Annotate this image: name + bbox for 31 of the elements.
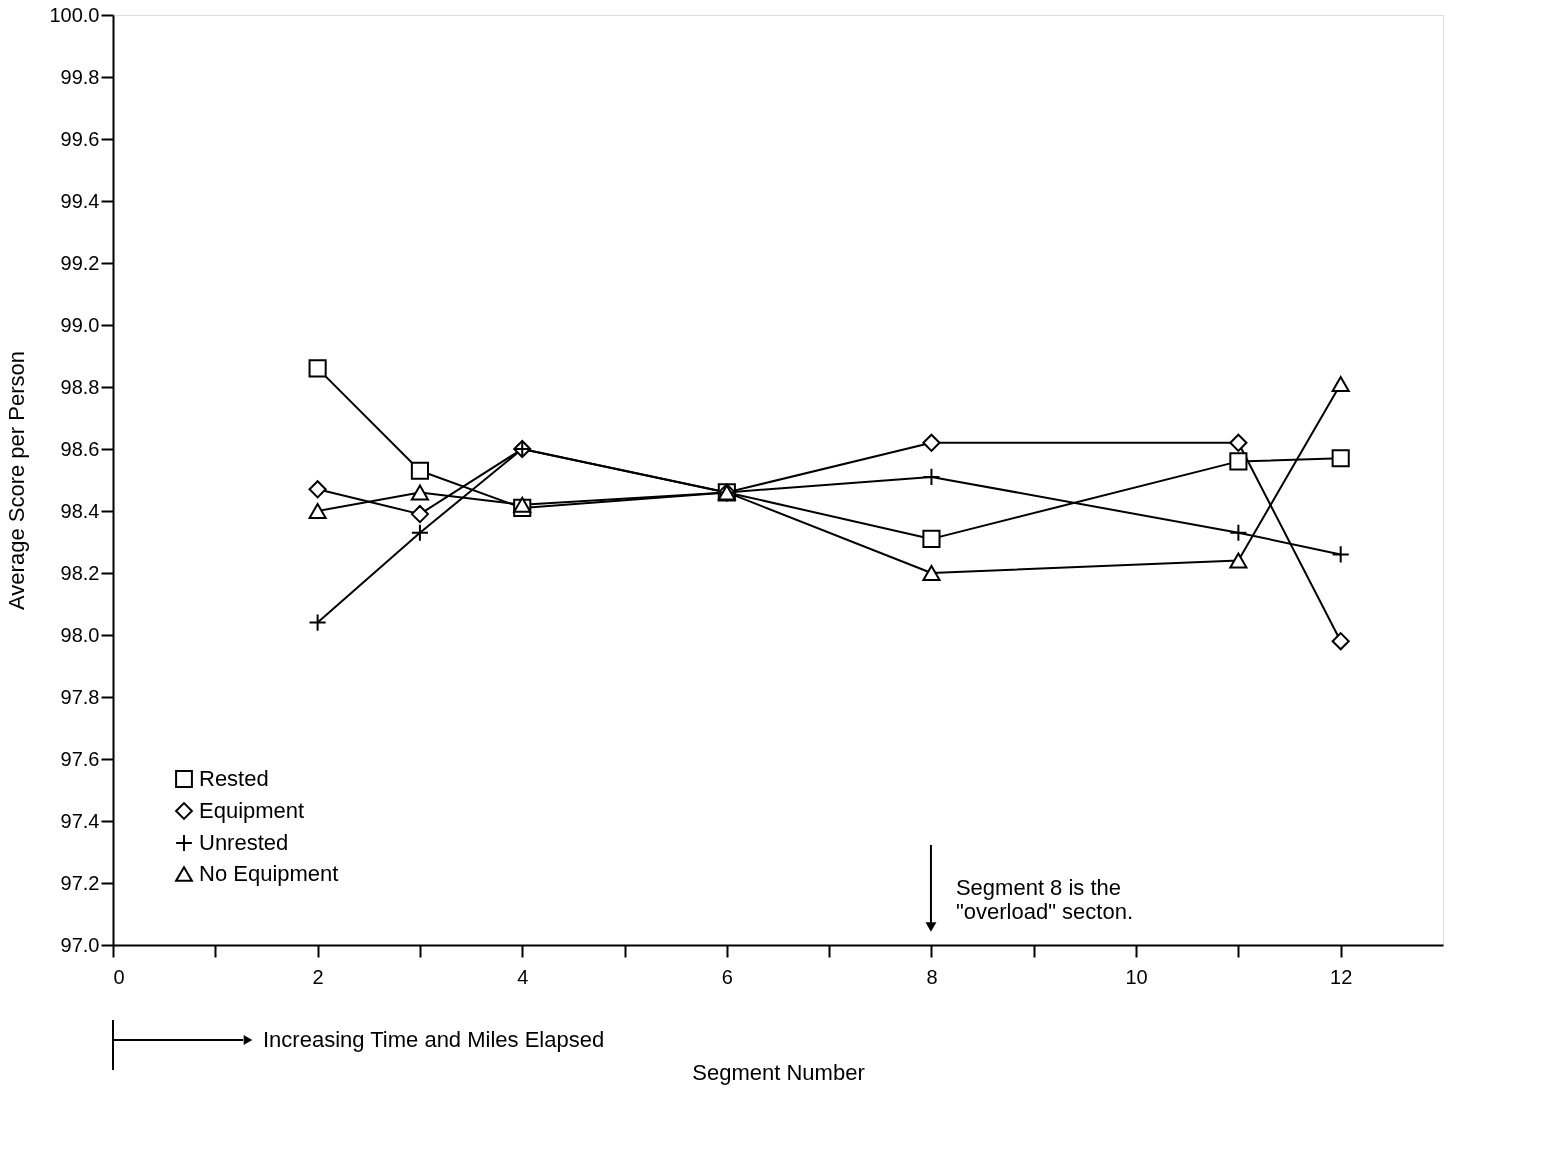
legend-label: Equipment: [199, 798, 305, 823]
y-tick-label: 98.4: [60, 499, 100, 522]
x-tick-label: 4: [517, 965, 529, 988]
y-tick-label: 97.2: [60, 871, 100, 894]
y-tick-label: 98.2: [60, 561, 100, 584]
legend-label: Unrested: [199, 830, 289, 855]
y-tick-label: 97.8: [60, 685, 100, 708]
legend-label: No Equipment: [199, 861, 339, 886]
y-tick-label: 97.4: [60, 809, 100, 832]
annotation: Segment 8 is the "overload" secton.: [955, 875, 1134, 924]
y-axis-title: Average Score per Person: [4, 351, 30, 610]
x-tick-label: 10: [1125, 965, 1148, 988]
legend-label: Rested: [199, 766, 269, 791]
y-tick-label: 99.6: [60, 127, 100, 150]
x-tick-label: 0: [113, 965, 125, 988]
y-tick-label: 99.8: [60, 65, 100, 88]
x-tick-label: 6: [721, 965, 733, 988]
y-tick-label: 97.6: [60, 747, 100, 770]
y-tick-label: 98.6: [60, 437, 100, 460]
x-tick-label: 12: [1330, 965, 1353, 988]
y-tick-label: 97.0: [60, 933, 100, 956]
x-axis-title: Segment Number: [692, 1059, 865, 1085]
y-tick-label: 99.2: [60, 251, 100, 274]
y-tick-label: 99.4: [60, 189, 100, 212]
y-tick-label: 99.0: [60, 313, 100, 336]
y-tick-label: 98.0: [60, 623, 100, 646]
y-tick-label: 100.0: [49, 3, 100, 26]
text: Increasing Time and Miles Elapsed: [263, 1027, 605, 1052]
y-tick-label: 98.8: [60, 375, 100, 398]
x-tick-label: 2: [312, 965, 324, 988]
x-tick-label: 8: [926, 965, 938, 988]
